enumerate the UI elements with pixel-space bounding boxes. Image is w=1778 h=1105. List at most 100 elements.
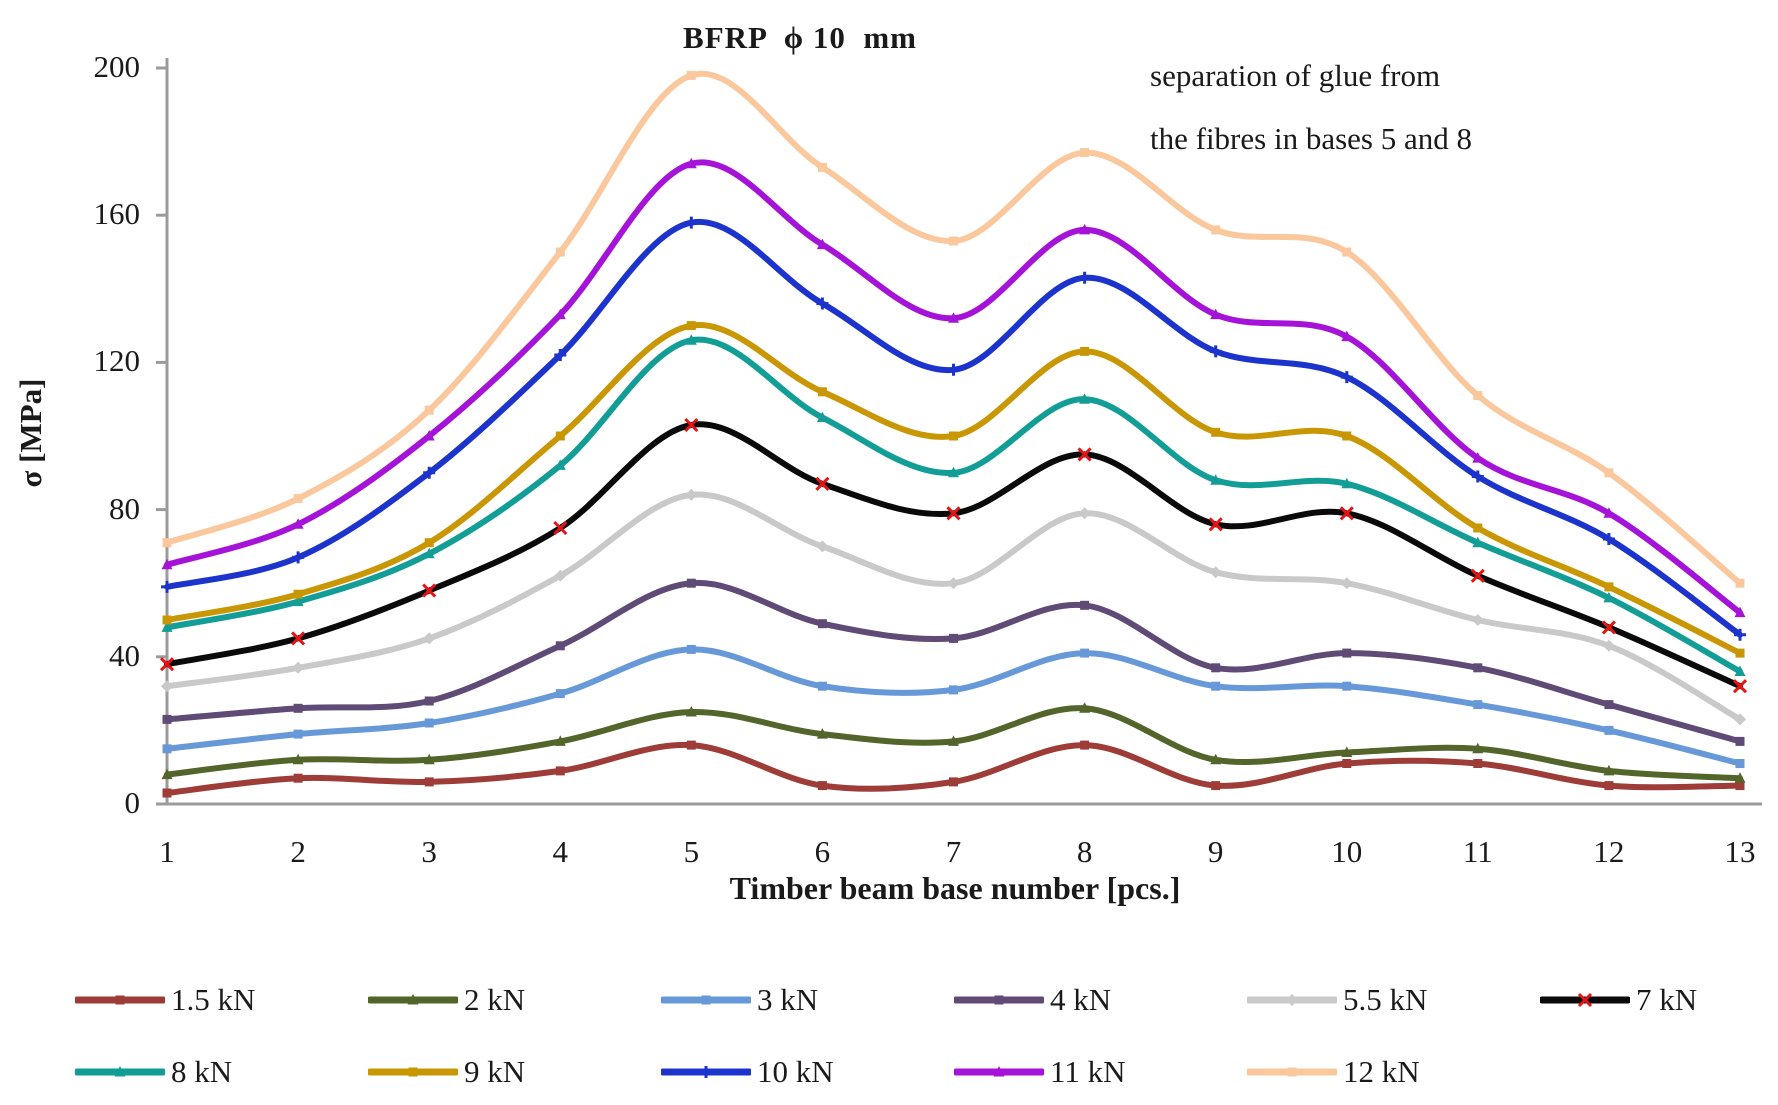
series-marker — [685, 706, 697, 717]
series-marker — [685, 216, 698, 229]
legend-swatch-7-kn — [1540, 992, 1630, 1008]
legend-item-4-kn: 4 kN — [954, 982, 1111, 1017]
series-marker — [947, 577, 960, 590]
series-marker — [292, 661, 305, 674]
series-marker — [700, 1066, 712, 1078]
series-marker — [1339, 506, 1354, 521]
legend-swatch-5-5-kn — [1247, 994, 1337, 1006]
series-marker — [161, 580, 173, 593]
series-marker — [1604, 725, 1614, 735]
series-line-10-kn — [164, 218, 1743, 638]
legend-item-10-kn: 10 kN — [661, 1054, 834, 1089]
series-marker — [949, 633, 958, 643]
x-tick-label: 8 — [1076, 834, 1093, 869]
series-marker — [1604, 700, 1614, 710]
legend-item-12-kn: 12 kN — [1247, 1054, 1420, 1089]
legend-swatch-2-kn — [368, 994, 458, 1005]
series-marker — [1340, 371, 1353, 384]
series-marker — [1603, 507, 1615, 518]
series-marker — [1735, 648, 1745, 658]
series-marker — [816, 238, 828, 250]
series-marker — [1211, 681, 1221, 691]
legend-label-12-kn: 12 kN — [1343, 1054, 1420, 1089]
series-line-4-kn — [164, 580, 1743, 745]
series-marker — [1210, 308, 1222, 320]
y-tick-label: 80 — [109, 490, 140, 526]
series-marker — [1602, 639, 1615, 652]
series-marker — [161, 768, 173, 780]
x-axis-title: Timber beam base number [pcs.] — [729, 870, 1181, 906]
plot-area — [156, 58, 1762, 806]
series-marker — [1287, 1067, 1297, 1077]
series-marker — [1734, 772, 1746, 783]
legend-swatch-1-5-kn — [75, 995, 165, 1005]
legend-label-10-kn: 10 kN — [757, 1054, 834, 1089]
series-marker — [686, 740, 696, 750]
series-marker — [161, 558, 173, 570]
legend-swatch-11-kn — [954, 1066, 1044, 1077]
series-marker — [162, 714, 172, 724]
series-marker — [949, 777, 958, 787]
series-marker — [423, 632, 436, 645]
x-tick-label: 2 — [290, 834, 306, 869]
series-marker — [1734, 606, 1746, 618]
series-marker — [1735, 578, 1745, 588]
series-marker — [994, 995, 1004, 1005]
series-marker — [1734, 713, 1746, 726]
series-marker — [1604, 468, 1614, 478]
series-marker — [817, 387, 827, 397]
series-marker — [1603, 764, 1615, 776]
series-marker — [553, 520, 568, 536]
legend-swatch-4-kn — [954, 995, 1044, 1005]
series-marker — [555, 247, 565, 257]
series-marker — [293, 703, 303, 713]
series-marker — [816, 297, 829, 310]
series-marker — [1210, 474, 1222, 485]
series-marker — [949, 236, 958, 246]
series-marker — [1473, 523, 1483, 533]
series-marker — [424, 538, 434, 548]
series-marker — [293, 773, 303, 783]
series-marker — [162, 744, 172, 754]
series-marker — [1734, 628, 1746, 641]
series-marker — [422, 583, 437, 598]
series-marker — [424, 405, 434, 415]
y-tick-label: 120 — [93, 343, 141, 379]
legend-swatch-8-kn — [75, 1066, 165, 1077]
series-marker — [1211, 663, 1221, 673]
series-marker — [686, 644, 696, 654]
series-marker — [424, 696, 434, 706]
legend-swatch-12-kn — [1247, 1067, 1337, 1077]
series-marker — [115, 995, 125, 1005]
y-tick-label: 160 — [93, 196, 141, 232]
series-marker — [816, 540, 829, 553]
series-marker — [1079, 223, 1091, 235]
series-marker — [1601, 620, 1616, 635]
series-marker — [1211, 781, 1221, 791]
series-marker — [555, 641, 565, 651]
series-marker — [1472, 452, 1484, 463]
x-tick-label: 6 — [814, 834, 831, 869]
series-marker — [162, 538, 172, 548]
series-marker — [816, 728, 828, 739]
annotation-line-1: separation of glue from — [1150, 58, 1441, 93]
legend-label-1-5-kn: 1.5 kN — [171, 982, 256, 1017]
annotation-line-2: the fibres in bases 5 and 8 — [1150, 121, 1472, 156]
series-marker — [1209, 566, 1222, 579]
series-marker — [817, 619, 827, 629]
x-tick-label: 5 — [683, 834, 700, 869]
x-tick-label: 3 — [421, 834, 437, 869]
series-marker — [1471, 614, 1484, 626]
series-marker — [1735, 759, 1745, 768]
series-marker — [1210, 753, 1222, 765]
series-marker — [1577, 992, 1593, 1008]
series-marker — [1473, 759, 1483, 768]
series-marker — [685, 157, 697, 169]
legend-swatch-3-kn — [661, 995, 751, 1005]
series-marker — [949, 685, 958, 695]
series-marker — [554, 308, 566, 320]
legend-swatch-10-kn — [661, 1066, 751, 1078]
series-marker — [1286, 994, 1298, 1006]
series-marker — [686, 578, 696, 588]
